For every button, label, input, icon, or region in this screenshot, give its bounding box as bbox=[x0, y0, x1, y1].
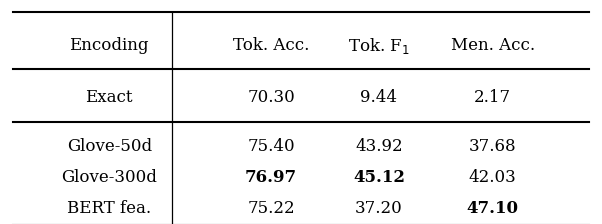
Text: Glove-50d: Glove-50d bbox=[67, 138, 152, 155]
Text: 75.22: 75.22 bbox=[247, 200, 295, 217]
Text: Tok. F$_1$: Tok. F$_1$ bbox=[348, 36, 410, 56]
Text: 43.92: 43.92 bbox=[355, 138, 403, 155]
Text: Exact: Exact bbox=[85, 89, 133, 106]
Text: 9.44: 9.44 bbox=[361, 89, 397, 106]
Text: 47.10: 47.10 bbox=[467, 200, 519, 217]
Text: Glove-300d: Glove-300d bbox=[61, 169, 157, 186]
Text: Encoding: Encoding bbox=[69, 37, 149, 54]
Text: BERT fea.: BERT fea. bbox=[67, 200, 151, 217]
Text: 37.68: 37.68 bbox=[469, 138, 517, 155]
Text: 2.17: 2.17 bbox=[474, 89, 511, 106]
Text: Men. Acc.: Men. Acc. bbox=[451, 37, 535, 54]
Text: 37.20: 37.20 bbox=[355, 200, 403, 217]
Text: Tok. Acc.: Tok. Acc. bbox=[233, 37, 309, 54]
Text: 70.30: 70.30 bbox=[247, 89, 295, 106]
Text: 76.97: 76.97 bbox=[245, 169, 297, 186]
Text: 75.40: 75.40 bbox=[247, 138, 295, 155]
Text: 45.12: 45.12 bbox=[353, 169, 405, 186]
Text: 42.03: 42.03 bbox=[469, 169, 517, 186]
